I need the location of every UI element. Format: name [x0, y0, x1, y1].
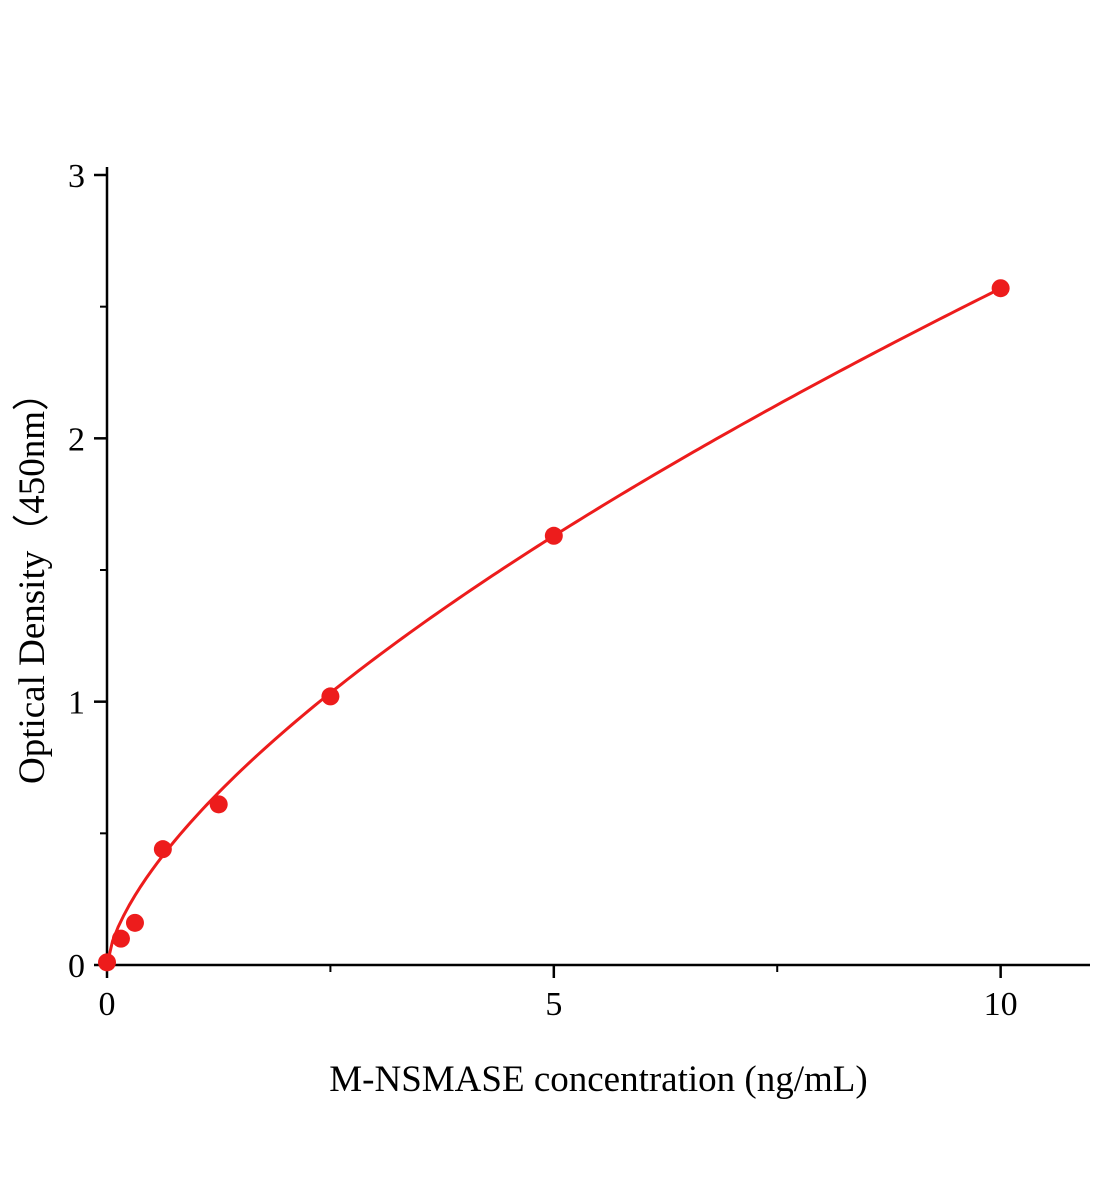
y-tick-label: 0: [68, 948, 85, 985]
data-point: [125, 913, 144, 932]
data-point: [98, 953, 116, 972]
y-tick-label: 2: [68, 421, 85, 458]
y-tick-label: 1: [68, 685, 85, 722]
x-tick-label: 5: [545, 986, 562, 1023]
y-axis-label: Optical Density（450nm）: [12, 373, 53, 785]
data-point: [209, 795, 228, 814]
data-point: [111, 929, 130, 948]
data-point: [991, 279, 1010, 298]
x-tick-label: 10: [984, 986, 1018, 1023]
x-tick-label: 0: [99, 986, 116, 1023]
data-point: [544, 526, 563, 545]
data-point: [321, 687, 340, 706]
y-tick-label: 3: [68, 158, 85, 195]
x-axis-label: M-NSMASE concentration (ng/mL): [329, 1059, 868, 1100]
data-point: [153, 840, 172, 859]
fit-curve: [105, 286, 1003, 967]
